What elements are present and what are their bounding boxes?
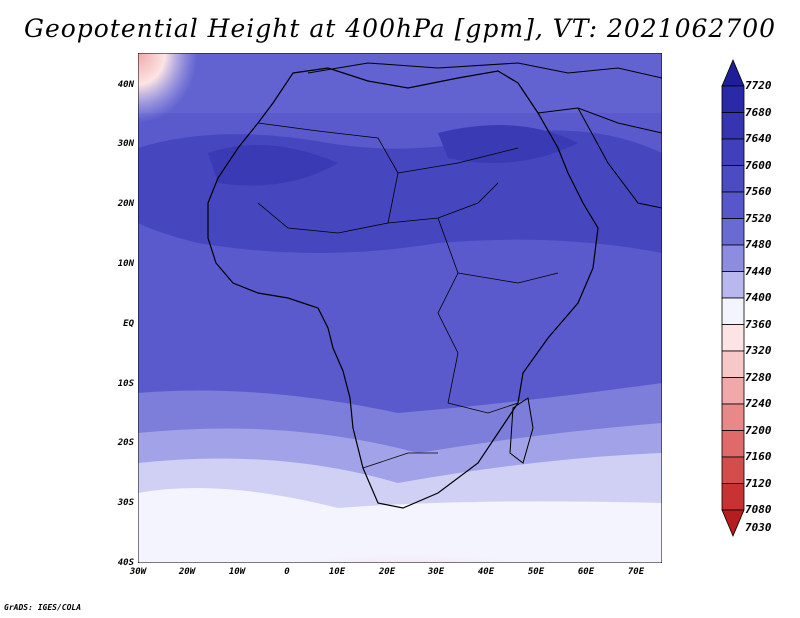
- colorbar-swatch: [721, 483, 745, 511]
- colorbar-swatch: [721, 218, 745, 246]
- colorbar-swatch: [721, 244, 745, 272]
- lon-label-30w: 30W: [129, 567, 147, 577]
- europe-coastline: [307, 62, 662, 79]
- colorbar-label: 7520: [745, 211, 772, 225]
- footer-credit: GrADS: IGES/COLA: [4, 603, 82, 612]
- colorbar-label: 7030: [745, 520, 772, 534]
- colorbar-swatch: [721, 403, 745, 431]
- arabia-coastline: [537, 107, 662, 209]
- country-borders: [257, 122, 559, 469]
- colorbar-swatch: [721, 138, 745, 166]
- colorbar-swatch: [721, 85, 745, 113]
- colorbar-swatch: [721, 191, 745, 219]
- colorbar-label: 7200: [745, 423, 772, 437]
- colorbar-swatch: [721, 430, 745, 458]
- lon-label-10e: 10E: [328, 567, 346, 577]
- colorbar-label: 7560: [745, 185, 772, 198]
- colorbar-label: 7240: [745, 397, 772, 410]
- madagascar-outline: [509, 397, 534, 464]
- colorbar-label: 7680: [745, 105, 772, 119]
- colorbar-top-arrow: [721, 58, 745, 87]
- colorbar-label: 7280: [745, 370, 772, 384]
- colorbar-swatch: [721, 271, 745, 299]
- africa-coastline: [207, 67, 599, 509]
- lat-label-20n: 20N: [117, 199, 134, 209]
- lon-label-70e: 70E: [627, 567, 645, 577]
- colorbar-swatch: [721, 165, 745, 193]
- lon-label-50e: 50E: [527, 567, 545, 577]
- colorbar-swatch: [721, 456, 745, 484]
- colorbar-label: 7400: [745, 291, 772, 304]
- lon-label-0: 0: [284, 567, 290, 577]
- lat-label-40n: 40N: [117, 80, 134, 90]
- lat-label-10s: 10S: [117, 379, 134, 389]
- lon-label-20e: 20E: [378, 567, 396, 577]
- colorbar-label: 7360: [745, 317, 772, 331]
- colorbar-swatch: [721, 350, 745, 378]
- colorbar-label: 7080: [745, 503, 772, 516]
- colorbar: [721, 58, 745, 538]
- lon-label-40e: 40E: [477, 567, 495, 577]
- colorbar-swatch: [721, 112, 745, 140]
- lat-label-30n: 30N: [117, 139, 134, 149]
- colorbar-label: 7440: [745, 264, 772, 278]
- colorbar-swatch: [721, 324, 745, 352]
- lat-label-eq: EQ: [123, 319, 134, 329]
- colorbar-label: 7640: [745, 132, 772, 145]
- colorbar-label: 7320: [745, 344, 772, 357]
- lat-label-20s: 20S: [117, 438, 134, 448]
- colorbar-bottom-arrow: [721, 509, 745, 538]
- map-title: Geopotential Height at 400hPa [gpm], VT:…: [23, 14, 777, 43]
- colorbar-label: 7720: [745, 79, 772, 92]
- colorbar-label: 7120: [745, 476, 772, 490]
- colorbar-swatch: [721, 297, 745, 325]
- lat-label-40s: 40S: [117, 558, 134, 568]
- lon-label-60e: 60E: [577, 567, 595, 577]
- lon-label-10w: 10W: [228, 567, 246, 577]
- lat-label-30s: 30S: [117, 498, 134, 508]
- colorbar-label: 7160: [745, 450, 772, 463]
- lat-label-10n: 10N: [117, 259, 134, 269]
- map-panel: [138, 53, 662, 563]
- lon-label-30e: 30E: [427, 567, 445, 577]
- colorbar-swatch: [721, 377, 745, 405]
- colorbar-label: 7600: [745, 158, 772, 172]
- lon-label-20w: 20W: [178, 567, 196, 577]
- colorbar-label: 7480: [745, 238, 772, 251]
